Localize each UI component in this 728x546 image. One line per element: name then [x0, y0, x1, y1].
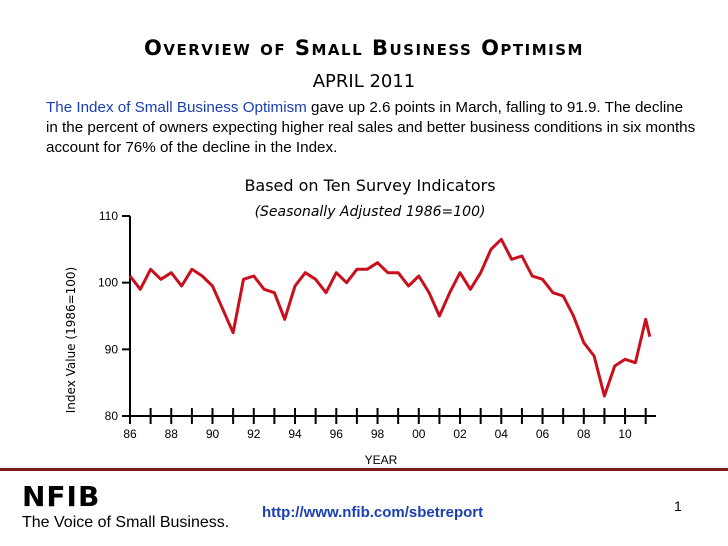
logo-tagline: The Voice of Small Business.: [22, 514, 230, 531]
y-tick-label: 110: [99, 209, 118, 223]
y-tick-label: 90: [105, 342, 119, 356]
x-tick-label: 90: [206, 427, 220, 441]
slide-title: Overview of Small Business Optimism: [144, 36, 584, 60]
logo-wordmark: NFIB: [22, 480, 101, 513]
report-link[interactable]: http://www.nfib.com/sbetreport: [262, 504, 484, 521]
x-tick-label: 00: [412, 427, 426, 441]
x-tick-label: 06: [536, 427, 550, 441]
summary-highlight: The Index of Small Business Optimism: [46, 99, 307, 116]
x-axis-title: YEAR: [365, 453, 398, 467]
x-tick-label: 98: [371, 427, 385, 441]
chart-title: Based on Ten Survey Indicators: [244, 176, 496, 195]
series-line-optimism-index: [128, 237, 652, 398]
x-tick-label: 08: [577, 427, 591, 441]
x-tick-label: 96: [330, 427, 344, 441]
summary-text: The Index of Small Business Optimism gav…: [46, 98, 696, 158]
x-tick-label: 04: [495, 427, 509, 441]
chart-subtitle: (Seasonally Adjusted 1986=100): [254, 204, 486, 220]
footer-divider: [0, 468, 728, 471]
slide-subtitle: APRIL 2011: [312, 71, 416, 92]
page-number: 1: [674, 498, 682, 514]
x-tick-label: 10: [618, 427, 632, 441]
x-tick-label: 94: [288, 427, 302, 441]
nfib-logo: NFIB The Voice of Small Business.: [22, 482, 229, 532]
summary-body: gave up 2.6 points in March, falling to …: [46, 99, 696, 156]
x-tick-label: 02: [453, 427, 467, 441]
y-tick-label: 80: [105, 409, 119, 423]
x-tick-label: 92: [247, 427, 261, 441]
y-tick-label: 100: [98, 276, 118, 290]
y-axis-title: Index Value (1986=100): [64, 267, 78, 413]
x-tick-label: 86: [123, 427, 137, 441]
x-tick-label: 88: [165, 427, 179, 441]
